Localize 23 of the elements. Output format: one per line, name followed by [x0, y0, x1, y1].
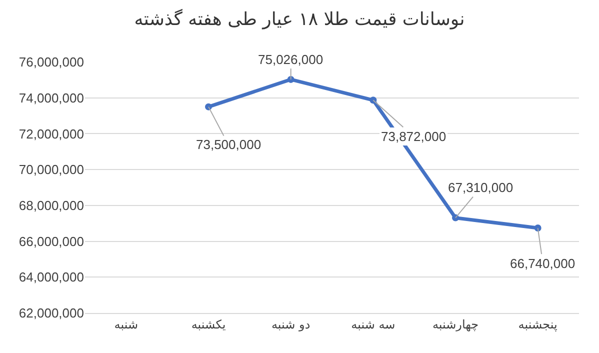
x-tick-label: دو شنبه	[271, 317, 310, 332]
data-label: 73,872,000	[381, 129, 446, 144]
y-tick-label: 68,000,000	[18, 198, 84, 213]
x-tick-label: یکشنبه	[191, 317, 226, 332]
chart-title: نوسانات قیمت طلا ۱۸ عیار طی هفته گذشته	[134, 8, 465, 30]
data-label: 66,740,000	[510, 256, 576, 271]
x-tick-label: چهارشنبه	[432, 317, 479, 332]
y-tick-label: 70,000,000	[18, 162, 84, 178]
x-tick-label: سه شنبه	[351, 317, 396, 332]
y-tick-label: 76,000,000	[18, 54, 84, 70]
point	[287, 76, 294, 83]
data-label: 75,026,000	[258, 52, 324, 67]
data-label: 73,500,000	[196, 137, 262, 152]
y-tick-label: 72,000,000	[18, 126, 84, 142]
y-tick-label: 64,000,000	[18, 270, 84, 285]
x-tick-label: پنجشنبه	[518, 317, 558, 332]
y-tick-label: 66,000,000	[18, 234, 84, 249]
x-tick-label: شنبه	[114, 317, 138, 332]
point	[452, 214, 459, 222]
y-tick-label: 62,000,000	[18, 306, 84, 321]
data-label: 67,310,000	[448, 180, 514, 195]
point	[534, 224, 542, 232]
y-tick-label: 74,000,000	[18, 90, 84, 106]
